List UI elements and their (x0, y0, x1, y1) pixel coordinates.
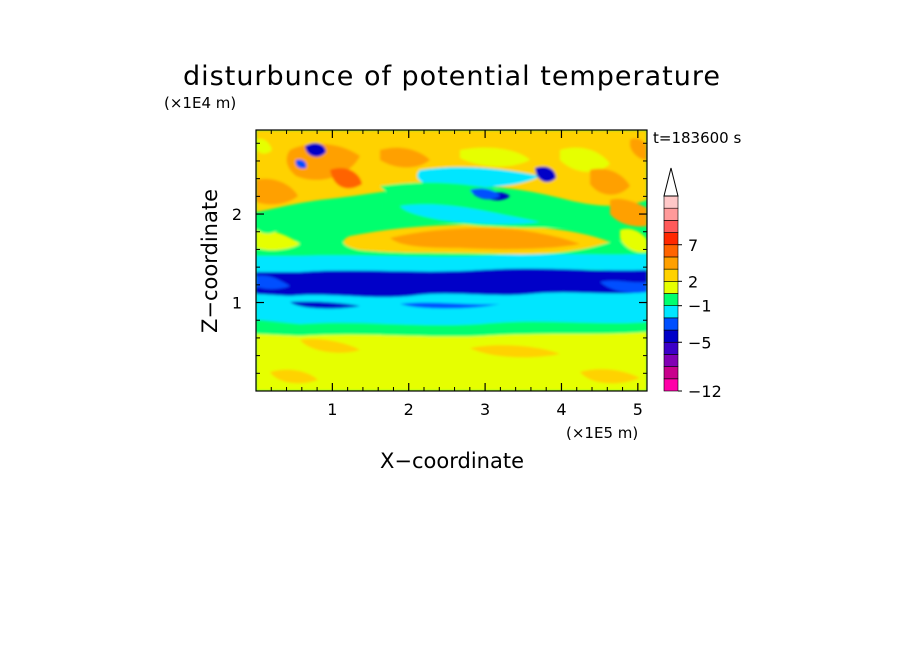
chart-title: disturbunce of potential temperature (183, 61, 721, 92)
plot-frame (255, 129, 648, 392)
x-tick-label: 1 (327, 400, 337, 419)
x-multiplier-label: (×1E5 m) (566, 424, 638, 442)
y-axis-ticks: 12 (232, 142, 647, 374)
colorbar-swatch (663, 378, 679, 392)
colorbar-label: −12 (688, 382, 722, 401)
x-tick-label: 3 (480, 400, 490, 419)
colorbar-label: 2 (688, 272, 698, 291)
colorbar-swatch (663, 256, 679, 270)
colorbar-swatch (663, 244, 679, 258)
colorbar-swatch (663, 305, 679, 319)
colorbar-swatch (663, 354, 679, 367)
colorbar-label: 7 (688, 236, 698, 255)
y-tick-label: 2 (232, 205, 242, 224)
colorbar-label: −1 (688, 297, 712, 316)
x-tick-label: 4 (556, 400, 566, 419)
colorbar-swatch (663, 207, 679, 221)
colorbar-swatch (663, 281, 679, 294)
colorbar-swatch (663, 329, 679, 343)
x-axis-label: X−coordinate (380, 449, 524, 473)
colorbar: −12−5−127 (663, 167, 722, 401)
colorbar-swatch (663, 220, 679, 233)
colorbar-swatch (663, 341, 679, 355)
colorbar-swatch (663, 195, 679, 209)
x-tick-label: 5 (633, 400, 643, 419)
x-axis-ticks: 1 2 3 4 5 (270, 130, 643, 419)
colorbar-label: −5 (688, 333, 712, 352)
y-multiplier-label: (×1E4 m) (164, 94, 236, 112)
colorbar-extend-max (663, 167, 679, 197)
colorbar-swatch (663, 317, 679, 331)
colorbar-swatch (663, 268, 679, 282)
colorbar-swatch (663, 366, 679, 380)
colorbar-swatch (663, 232, 679, 246)
x-tick-label: 2 (404, 400, 414, 419)
colorbar-swatch (663, 293, 679, 306)
time-label: t=183600 s (653, 129, 741, 147)
y-axis-label: Z−coordinate (198, 189, 222, 333)
y-tick-label: 1 (232, 294, 242, 313)
contour-field (256, 130, 647, 391)
